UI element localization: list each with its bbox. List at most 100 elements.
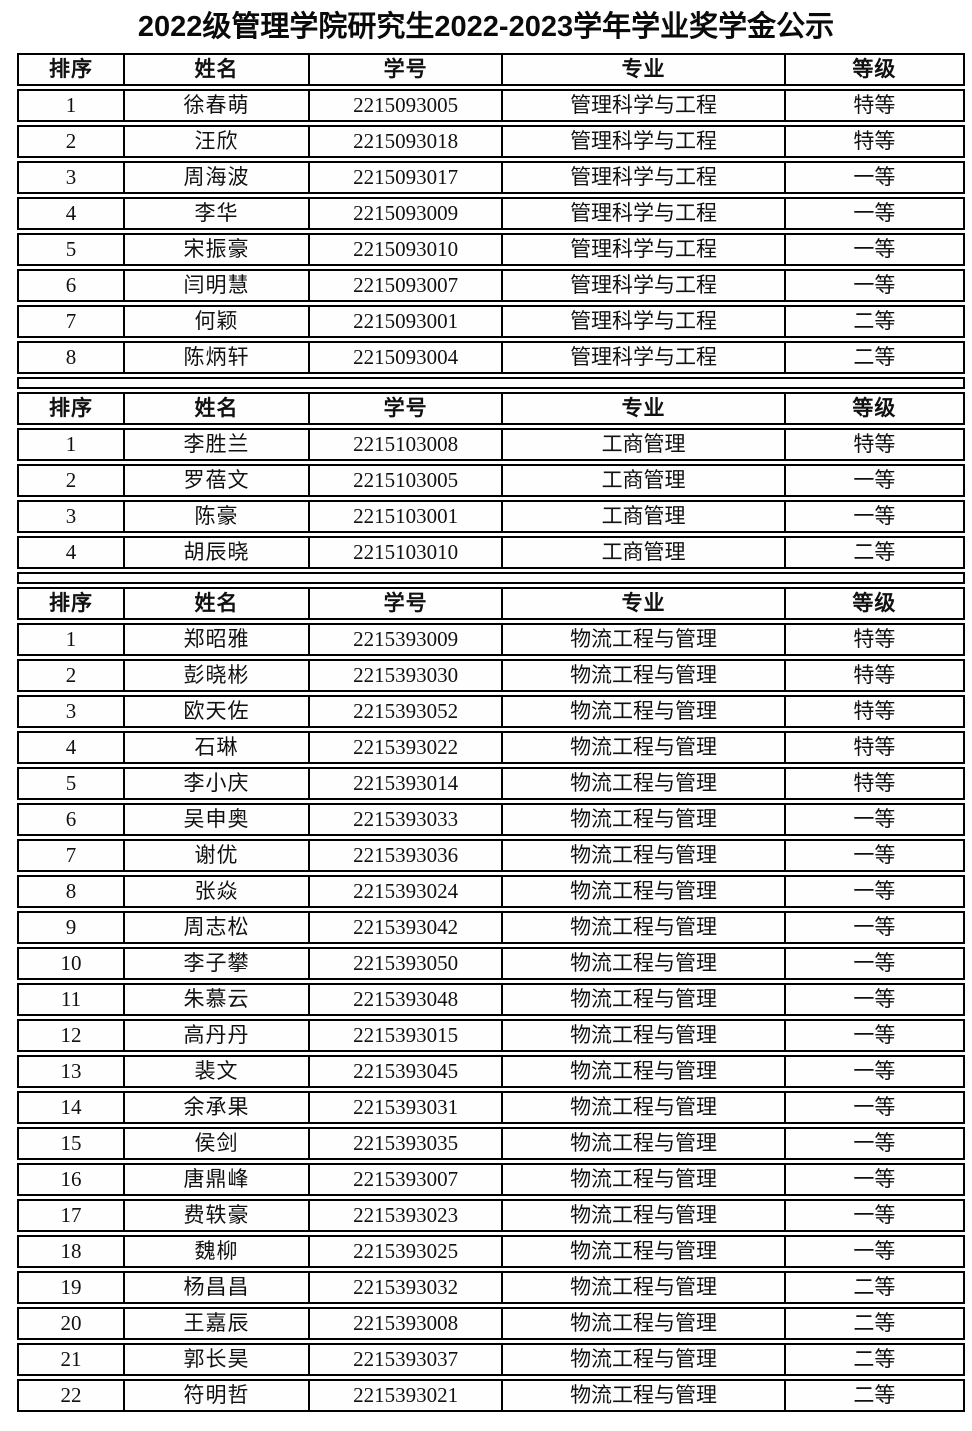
rank-cell: 3 [17, 500, 126, 533]
major-cell: 物流工程与管理 [503, 911, 786, 944]
student-id-cell: 2215393030 [309, 659, 504, 692]
name-cell: 符明哲 [125, 1379, 310, 1412]
grade-cell: 一等 [785, 1091, 965, 1124]
name-cell: 王嘉辰 [125, 1307, 310, 1340]
grade-cell: 一等 [785, 803, 965, 836]
student-id-cell: 2215103005 [309, 464, 504, 497]
grade-cell: 二等 [785, 1307, 965, 1340]
table-row: 19 杨昌昌 2215393032 物流工程与管理 二等 [17, 1271, 965, 1304]
name-cell: 费轶豪 [125, 1199, 310, 1232]
major-cell: 物流工程与管理 [503, 1343, 786, 1376]
major-cell: 管理科学与工程 [503, 269, 786, 302]
table-row: 8 陈炳轩 2215093004 管理科学与工程 二等 [17, 341, 965, 374]
major-cell: 管理科学与工程 [503, 197, 786, 230]
name-cell: 谢优 [125, 839, 310, 872]
student-id-cell: 2215103008 [309, 428, 504, 461]
column-header-rank: 排序 [17, 392, 126, 425]
scholarship-table: 排序 姓名 学号 专业 等级 1 李胜兰 2215103008 工商管理 特等 2 罗蓓文 22151… [17, 389, 965, 572]
table-row: 6 吴申奥 2215393033 物流工程与管理 一等 [17, 803, 965, 836]
table-row: 7 谢优 2215393036 物流工程与管理 一等 [17, 839, 965, 872]
name-cell: 欧天佐 [125, 695, 310, 728]
major-cell: 物流工程与管理 [503, 1235, 786, 1268]
table-row: 14 余承果 2215393031 物流工程与管理 一等 [17, 1091, 965, 1124]
major-cell: 物流工程与管理 [503, 1163, 786, 1196]
rank-cell: 5 [17, 233, 126, 266]
column-header-student_id: 学号 [309, 392, 504, 425]
table-row: 1 徐春萌 2215093005 管理科学与工程 特等 [17, 89, 965, 122]
name-cell: 朱慕云 [125, 983, 310, 1016]
major-cell: 管理科学与工程 [503, 233, 786, 266]
major-cell: 物流工程与管理 [503, 839, 786, 872]
student-id-cell: 2215393033 [309, 803, 504, 836]
table-row: 5 宋振豪 2215093010 管理科学与工程 一等 [17, 233, 965, 266]
student-id-cell: 2215393052 [309, 695, 504, 728]
table-row: 4 胡辰晓 2215103010 工商管理 二等 [17, 536, 965, 569]
student-id-cell: 2215103001 [309, 500, 504, 533]
rank-cell: 7 [17, 839, 126, 872]
grade-cell: 特等 [785, 623, 965, 656]
table-row: 6 闫明慧 2215093007 管理科学与工程 一等 [17, 269, 965, 302]
rank-cell: 2 [17, 659, 126, 692]
name-cell: 郑昭雅 [125, 623, 310, 656]
column-header-rank: 排序 [17, 587, 126, 620]
table-row: 2 罗蓓文 2215103005 工商管理 一等 [17, 464, 965, 497]
table-row: 21 郭长昊 2215393037 物流工程与管理 二等 [17, 1343, 965, 1376]
major-cell: 物流工程与管理 [503, 1055, 786, 1088]
rank-cell: 11 [17, 983, 126, 1016]
major-cell: 物流工程与管理 [503, 1019, 786, 1052]
student-id-cell: 2215393008 [309, 1307, 504, 1340]
student-id-cell: 2215093009 [309, 197, 504, 230]
student-id-cell: 2215393015 [309, 1019, 504, 1052]
rank-cell: 22 [17, 1379, 126, 1412]
grade-cell: 一等 [785, 233, 965, 266]
major-cell: 工商管理 [503, 428, 786, 461]
rank-cell: 16 [17, 1163, 126, 1196]
name-cell: 吴申奥 [125, 803, 310, 836]
student-id-cell: 2215393023 [309, 1199, 504, 1232]
table-spacer [17, 572, 965, 584]
student-id-cell: 2215093018 [309, 125, 504, 158]
column-header-grade: 等级 [785, 53, 965, 86]
column-header-name: 姓名 [125, 53, 310, 86]
name-cell: 周海波 [125, 161, 310, 194]
student-id-cell: 2215393022 [309, 731, 504, 764]
name-cell: 李小庆 [125, 767, 310, 800]
major-cell: 物流工程与管理 [503, 731, 786, 764]
student-id-cell: 2215093005 [309, 89, 504, 122]
rank-cell: 14 [17, 1091, 126, 1124]
student-id-cell: 2215093017 [309, 161, 504, 194]
major-cell: 物流工程与管理 [503, 695, 786, 728]
rank-cell: 3 [17, 695, 126, 728]
rank-cell: 3 [17, 161, 126, 194]
table-row: 12 高丹丹 2215393015 物流工程与管理 一等 [17, 1019, 965, 1052]
name-cell: 宋振豪 [125, 233, 310, 266]
grade-cell: 二等 [785, 1343, 965, 1376]
student-id-cell: 2215393009 [309, 623, 504, 656]
student-id-cell: 2215393048 [309, 983, 504, 1016]
student-id-cell: 2215393032 [309, 1271, 504, 1304]
column-header-name: 姓名 [125, 392, 310, 425]
table-row: 11 朱慕云 2215393048 物流工程与管理 一等 [17, 983, 965, 1016]
rank-cell: 20 [17, 1307, 126, 1340]
rank-cell: 2 [17, 125, 126, 158]
table-row: 3 周海波 2215093017 管理科学与工程 一等 [17, 161, 965, 194]
table-row: 10 李子攀 2215393050 物流工程与管理 一等 [17, 947, 965, 980]
rank-cell: 6 [17, 269, 126, 302]
grade-cell: 一等 [785, 197, 965, 230]
name-cell: 唐鼎峰 [125, 1163, 310, 1196]
name-cell: 张焱 [125, 875, 310, 908]
table-row: 1 郑昭雅 2215393009 物流工程与管理 特等 [17, 623, 965, 656]
grade-cell: 一等 [785, 1055, 965, 1088]
name-cell: 汪欣 [125, 125, 310, 158]
scholarship-table: 排序 姓名 学号 专业 等级 1 郑昭雅 2215393009 物流工程与管理 特等 2 彭晓彬 22… [17, 584, 965, 1415]
major-cell: 工商管理 [503, 536, 786, 569]
grade-cell: 一等 [785, 1163, 965, 1196]
table-row: 3 陈豪 2215103001 工商管理 一等 [17, 500, 965, 533]
table-row: 2 彭晓彬 2215393030 物流工程与管理 特等 [17, 659, 965, 692]
table-row: 16 唐鼎峰 2215393007 物流工程与管理 一等 [17, 1163, 965, 1196]
rank-cell: 21 [17, 1343, 126, 1376]
student-id-cell: 2215393037 [309, 1343, 504, 1376]
name-cell: 侯剑 [125, 1127, 310, 1160]
student-id-cell: 2215093007 [309, 269, 504, 302]
